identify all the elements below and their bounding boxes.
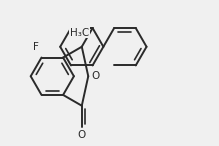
Text: H₃C: H₃C [70, 28, 89, 38]
Text: O: O [92, 71, 100, 81]
Text: F: F [33, 42, 39, 52]
Text: O: O [78, 130, 86, 140]
